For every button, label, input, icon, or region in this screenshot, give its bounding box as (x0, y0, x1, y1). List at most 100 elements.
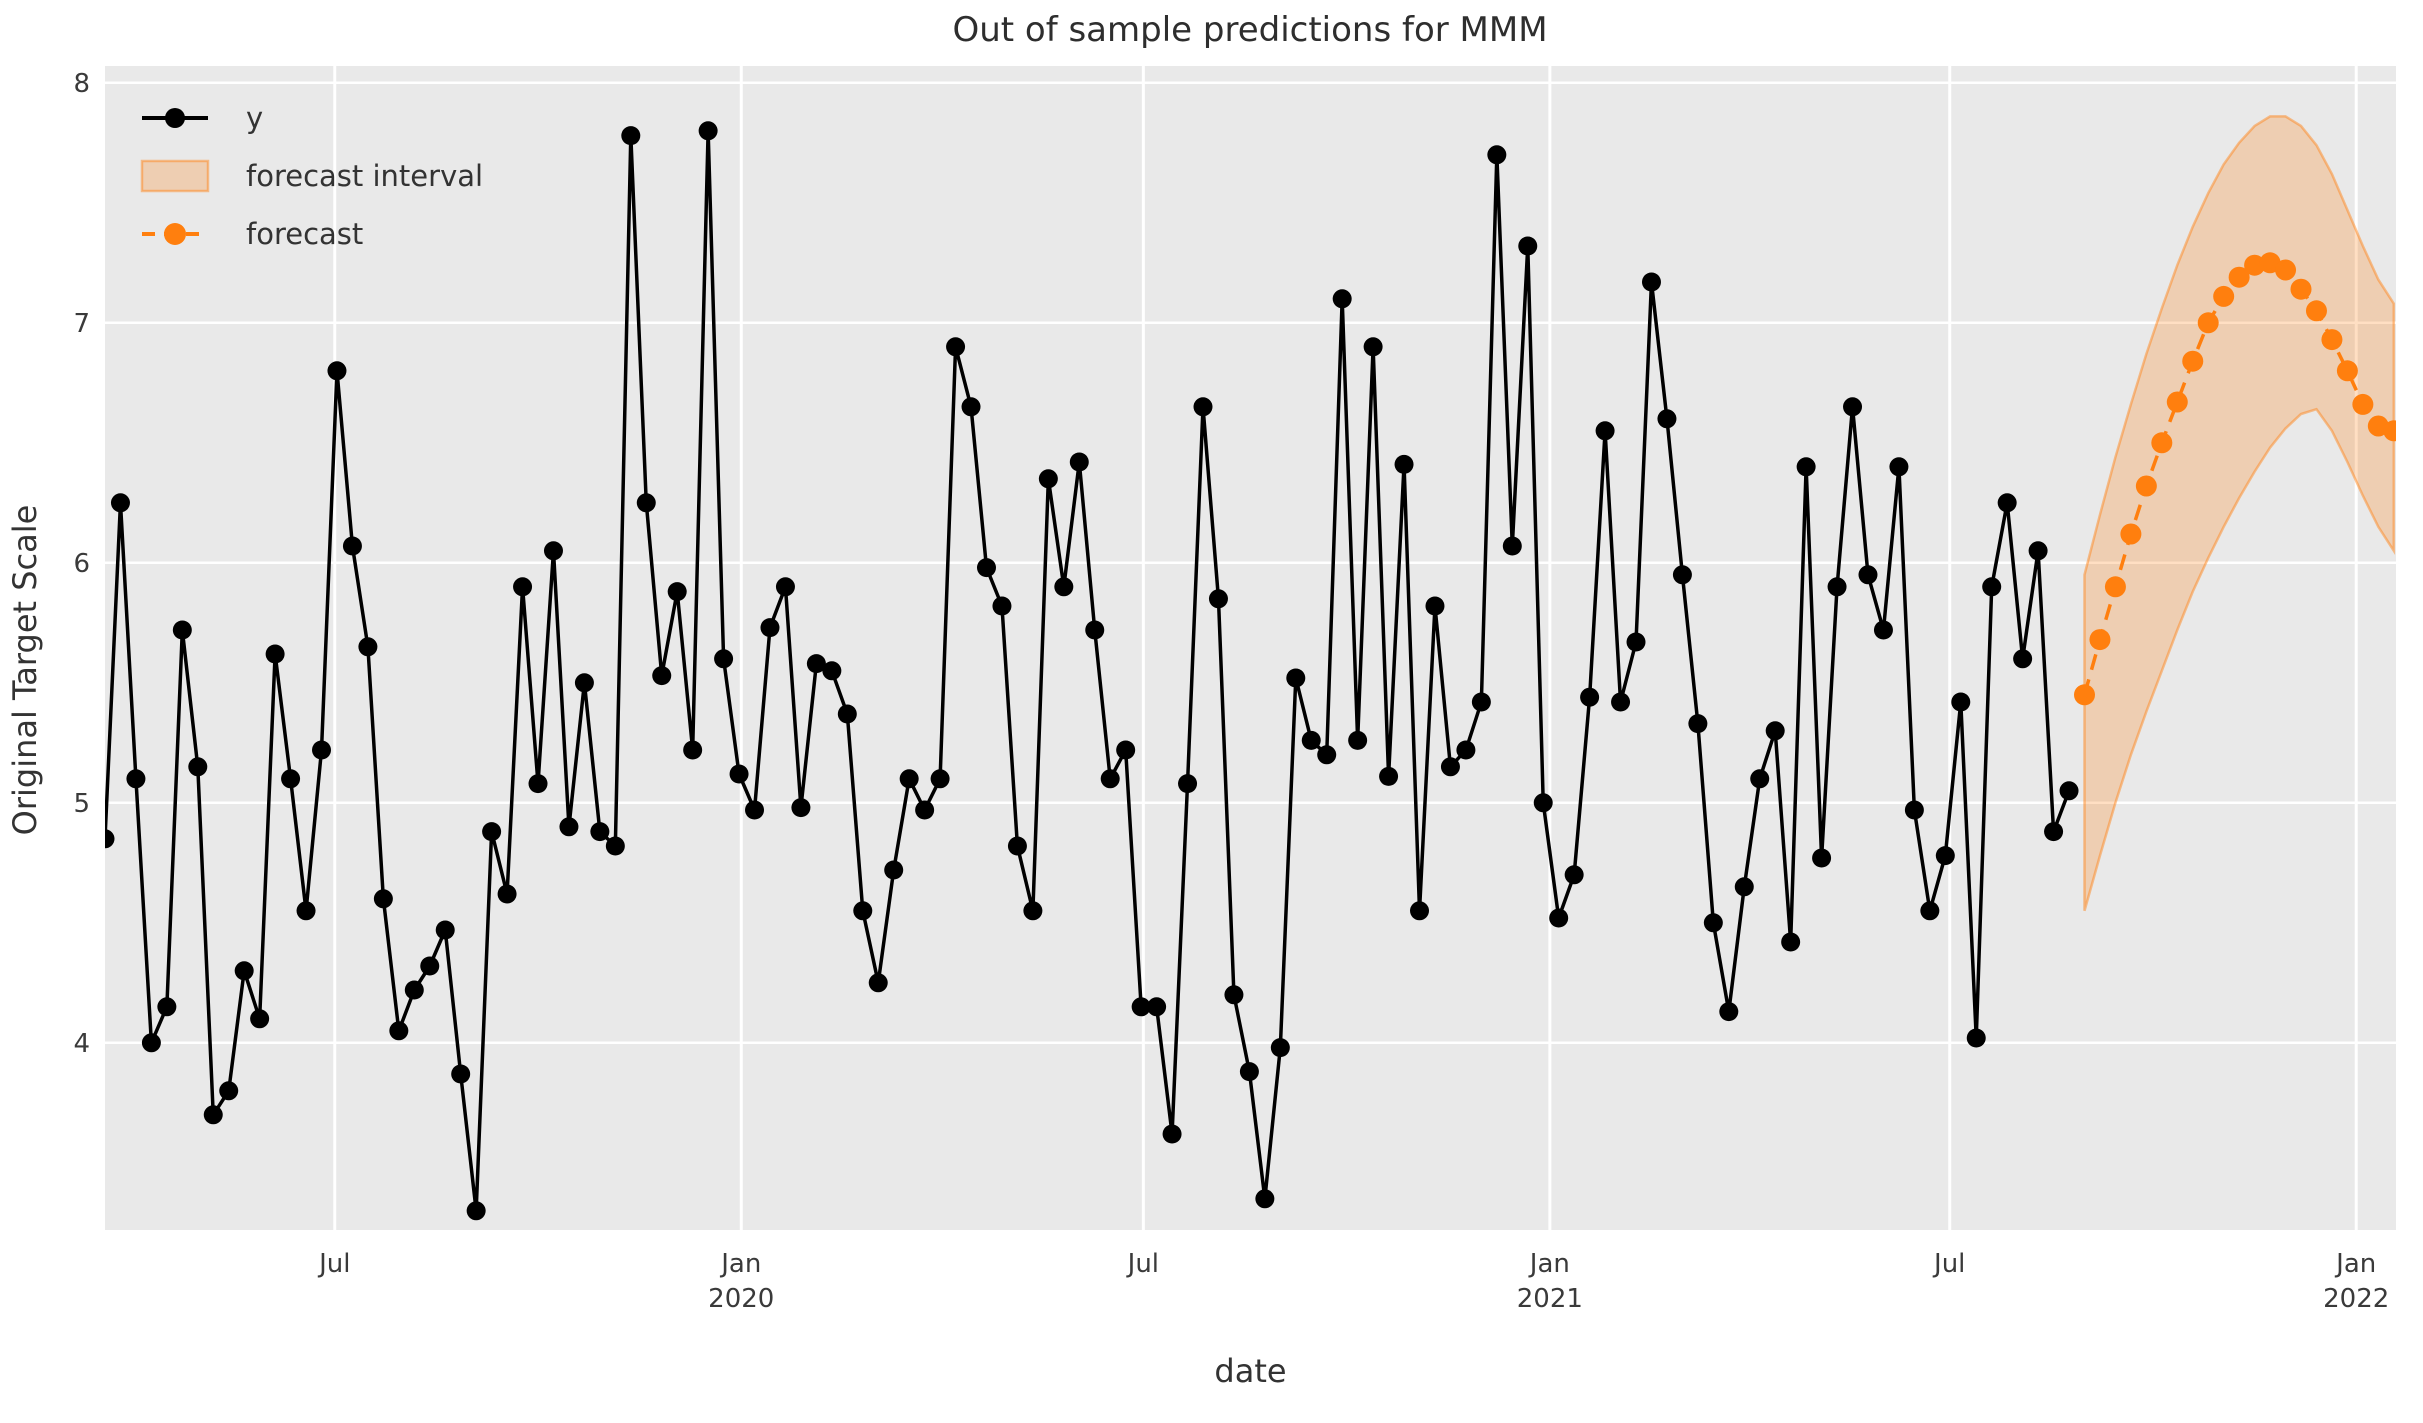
y-series-point (420, 956, 440, 976)
y-series-legend-marker (142, 108, 208, 128)
y-series-point (1456, 740, 1476, 760)
x-axis-label: date (1214, 1352, 1286, 1390)
y-series-point (1518, 236, 1538, 256)
y-series-point (636, 493, 656, 513)
forecast-series-point (2135, 475, 2157, 497)
forecast-series-point (2290, 278, 2312, 300)
y-series-point (1873, 620, 1893, 640)
y-series-point (1440, 757, 1460, 777)
legend-item-forecast-interval: forecast interval (140, 154, 483, 198)
y-series-point (250, 1009, 270, 1029)
x-tick-label: Jan (2334, 1249, 2376, 1279)
x-tick-label: Jan (1528, 1249, 1570, 1279)
y-series-point (976, 558, 996, 578)
y-series-point (497, 884, 517, 904)
forecast-series-point (2073, 684, 2095, 706)
y-series-point (1858, 565, 1878, 585)
y-series-point (528, 774, 548, 794)
plot-area (105, 66, 2396, 1230)
y-series-point (605, 836, 625, 856)
y-series-point (837, 704, 857, 724)
y-series-point (1178, 774, 1198, 794)
y-series-point (435, 920, 455, 940)
legend-label-forecast: forecast (246, 217, 364, 251)
y-series-point (946, 337, 966, 357)
y-series-point (930, 769, 950, 789)
y-series-point (172, 620, 192, 640)
y-series-point (1611, 692, 1631, 712)
y-series-point (404, 980, 424, 1000)
y-series-point (1843, 397, 1863, 417)
y-series-point (1951, 692, 1971, 712)
y-tick-label-6: 6 (73, 549, 90, 579)
forecast-series-point (2244, 254, 2266, 276)
y-series-point (1007, 836, 1027, 856)
y-series-point (745, 800, 765, 820)
forecast-series-point (2151, 432, 2173, 454)
y-series-point (157, 997, 177, 1017)
y-series-point (1533, 793, 1553, 813)
y-tick-label-8: 8 (73, 69, 90, 99)
y-series-point (358, 637, 378, 657)
y-series-point (1085, 620, 1105, 640)
y-series-point (1208, 589, 1228, 609)
y-series-point (1363, 337, 1383, 357)
y-series-point (683, 740, 703, 760)
forecast-series-point (2182, 350, 2204, 372)
y-series-point (1317, 745, 1337, 765)
forecast-series-point (2166, 391, 2188, 413)
y-series-point (141, 1033, 161, 1053)
legend: y forecast interval forecast (140, 96, 483, 256)
y-series-point (791, 798, 811, 818)
y-series-point (373, 889, 393, 909)
y-series-point (1023, 901, 1043, 921)
y-series-point (1471, 692, 1491, 712)
forecast-series-point (2120, 523, 2142, 545)
y-series-point (992, 596, 1012, 616)
x-tick-label: Jul (1126, 1249, 1159, 1279)
y-series-point (1131, 997, 1151, 1017)
y-series-point (543, 541, 563, 561)
y-series-point (265, 644, 285, 664)
y-series-point (1889, 457, 1909, 477)
y-series-point (1796, 457, 1816, 477)
x-tick-year-label: 2021 (1517, 1284, 1583, 1314)
y-series-point (868, 973, 888, 993)
y-series-point (1410, 901, 1430, 921)
y-series-point (822, 661, 842, 681)
y-series-point (621, 126, 641, 146)
y-series-point (1069, 452, 1089, 472)
legend-item-forecast: forecast (140, 212, 483, 256)
y-tick-label-4: 4 (73, 1029, 90, 1059)
y-series-point (1997, 493, 2017, 513)
y-series-point (899, 769, 919, 789)
y-series-point (2044, 822, 2064, 842)
y-series-point (1425, 596, 1445, 616)
forecast-interval-legend-patch (140, 159, 210, 193)
x-tick-label: Jul (317, 1249, 350, 1279)
y-axis-label: Original Target Scale (6, 505, 44, 836)
y-series-point (760, 618, 780, 638)
y-series-point (1719, 1002, 1739, 1022)
y-series-point (1502, 536, 1522, 556)
y-tick-label-7: 7 (73, 309, 90, 339)
y-series-point (1301, 730, 1321, 750)
y-series-point (1239, 1062, 1259, 1082)
y-series-point (1765, 721, 1785, 741)
y-series-point (775, 577, 795, 597)
forecast-series-point (2321, 329, 2343, 351)
y-series-point (1688, 714, 1708, 734)
y-series-point (389, 1021, 409, 1041)
y-series-point (296, 901, 316, 921)
y-series-point (466, 1201, 486, 1221)
y-series-point (482, 822, 502, 842)
y-series-point (1626, 632, 1646, 652)
y-series-point (219, 1081, 239, 1101)
y-series-point (105, 829, 115, 849)
legend-label-y: y (246, 101, 264, 135)
y-series-point (1487, 145, 1507, 165)
forecast-series-point (2336, 360, 2358, 382)
y-series-point (1038, 469, 1058, 489)
y-series-point (1580, 687, 1600, 707)
